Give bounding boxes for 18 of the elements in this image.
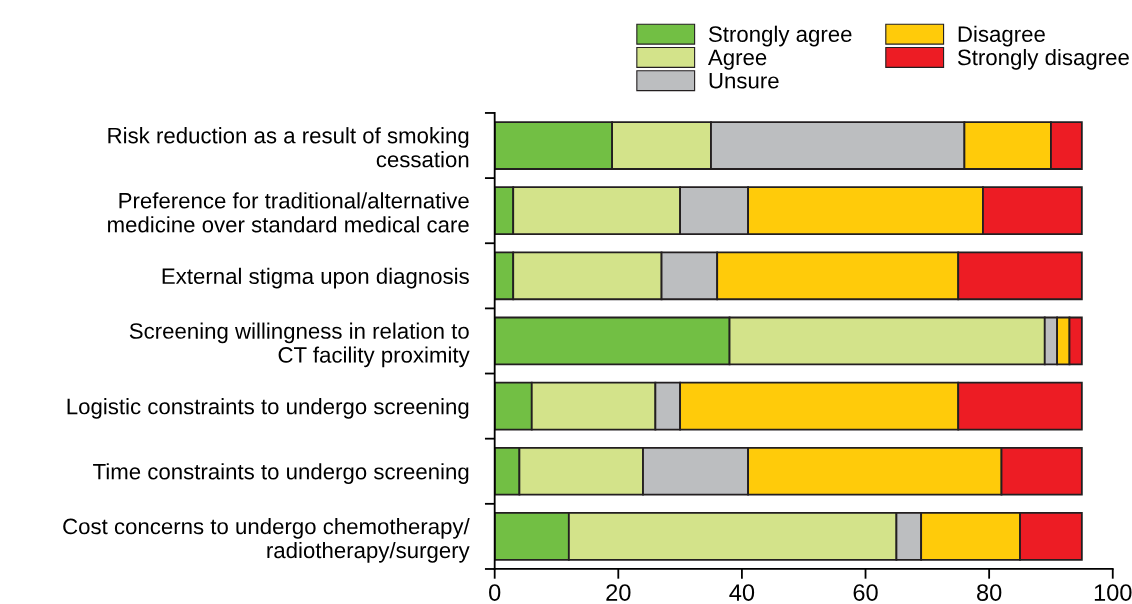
x-tick-label: 0 bbox=[489, 584, 501, 601]
legend-label: Strongly agree bbox=[708, 25, 852, 47]
y-tick-label: Time constraints to undergo screening bbox=[93, 463, 469, 484]
legend-label: Strongly disagree bbox=[957, 48, 1129, 70]
y-tick-label: Logistic constraints to undergo screening bbox=[67, 398, 469, 419]
x-tick-label: 100 bbox=[1094, 584, 1132, 601]
legend-label: Unsure bbox=[709, 73, 779, 89]
y-tick-label: Screening willingness in relation to CT facility proximity bbox=[129, 322, 470, 368]
y-tick-label: Preference for traditional/alternative medicine over standard medical care bbox=[108, 192, 469, 233]
x-tick-label: 60 bbox=[853, 584, 878, 601]
x-tick-label: 40 bbox=[729, 584, 755, 601]
legend-label: Agree bbox=[707, 49, 767, 70]
y-tick-label: Risk reduction as a result of smoking cessation bbox=[108, 127, 469, 168]
y-tick-label: Cost concerns to undergo chemotherapy/ radiotherapy/surgery bbox=[63, 517, 470, 563]
x-tick-label: 20 bbox=[606, 584, 631, 601]
legend-label: Disagree bbox=[958, 25, 1045, 47]
x-tick-label: 80 bbox=[977, 584, 1002, 601]
y-tick-label: External stigma upon diagnosis bbox=[162, 267, 469, 289]
